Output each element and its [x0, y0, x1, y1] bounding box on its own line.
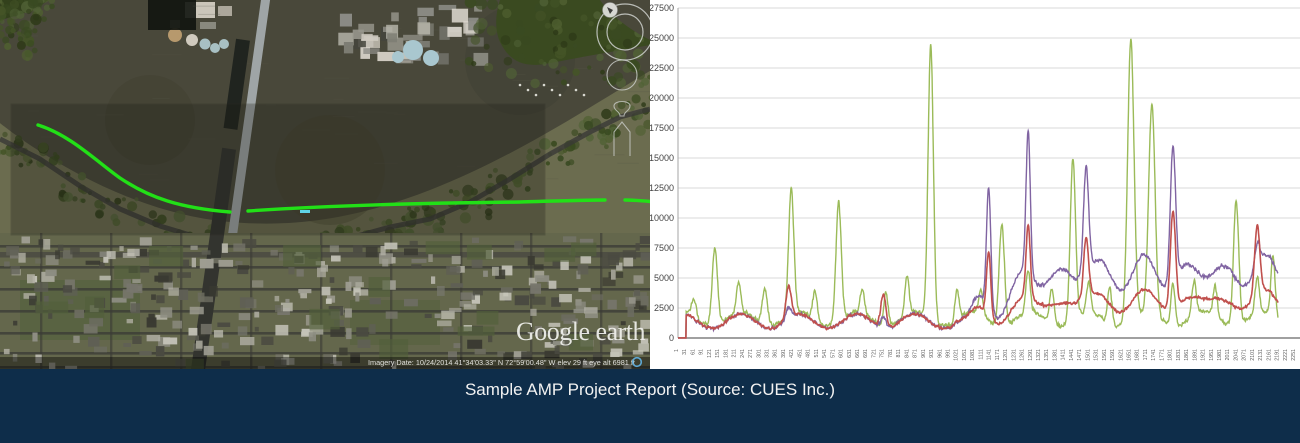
svg-text:2221: 2221 — [1283, 349, 1289, 361]
svg-text:1501: 1501 — [1085, 349, 1091, 361]
svg-text:691: 691 — [863, 349, 869, 358]
svg-text:27500: 27500 — [650, 3, 674, 13]
svg-text:5000: 5000 — [654, 273, 674, 283]
svg-text:1561: 1561 — [1102, 349, 1108, 361]
svg-text:1741: 1741 — [1151, 349, 1157, 361]
svg-text:1111: 1111 — [978, 349, 984, 360]
svg-text:841: 841 — [904, 349, 910, 358]
svg-text:1471: 1471 — [1077, 349, 1083, 361]
svg-text:1291: 1291 — [1028, 349, 1034, 361]
svg-text:1: 1 — [674, 349, 680, 352]
svg-text:811: 811 — [896, 349, 902, 357]
svg-text:17500: 17500 — [650, 123, 674, 133]
svg-text:1831: 1831 — [1176, 349, 1182, 361]
svg-text:901: 901 — [921, 349, 927, 358]
svg-text:721: 721 — [872, 349, 878, 358]
svg-text:15000: 15000 — [650, 153, 674, 163]
svg-text:61: 61 — [691, 349, 697, 355]
svg-text:451: 451 — [797, 349, 803, 358]
svg-text:1891: 1891 — [1192, 349, 1198, 361]
svg-text:2161: 2161 — [1266, 349, 1272, 361]
svg-text:31: 31 — [682, 349, 688, 355]
svg-text:751: 751 — [880, 349, 886, 358]
svg-text:1351: 1351 — [1044, 349, 1050, 361]
svg-text:1771: 1771 — [1159, 349, 1165, 361]
svg-text:781: 781 — [888, 349, 894, 358]
svg-text:181: 181 — [723, 349, 729, 358]
svg-text:Google earth: Google earth — [516, 317, 646, 346]
svg-text:2500: 2500 — [654, 303, 674, 313]
svg-text:301: 301 — [756, 349, 762, 358]
svg-text:1201: 1201 — [1003, 349, 1009, 361]
svg-text:1681: 1681 — [1135, 349, 1141, 361]
svg-text:991: 991 — [946, 349, 952, 358]
svg-text:361: 361 — [773, 349, 779, 358]
svg-text:1381: 1381 — [1053, 349, 1059, 361]
svg-text:25000: 25000 — [650, 33, 674, 43]
svg-text:541: 541 — [822, 349, 828, 358]
svg-text:601: 601 — [839, 349, 845, 358]
svg-text:121: 121 — [707, 349, 713, 358]
svg-text:421: 421 — [789, 349, 795, 358]
svg-text:2191: 2191 — [1275, 349, 1281, 361]
svg-text:1651: 1651 — [1127, 349, 1133, 361]
svg-text:1981: 1981 — [1217, 349, 1223, 361]
svg-text:1021: 1021 — [954, 349, 960, 361]
svg-text:1141: 1141 — [987, 349, 993, 360]
svg-text:1411: 1411 — [1061, 349, 1067, 360]
svg-text:1621: 1621 — [1118, 349, 1124, 361]
svg-text:661: 661 — [855, 349, 861, 358]
svg-text:211: 211 — [732, 349, 738, 357]
svg-text:2131: 2131 — [1258, 349, 1264, 361]
svg-text:571: 571 — [830, 349, 836, 358]
svg-text:2251: 2251 — [1291, 349, 1297, 361]
svg-text:931: 931 — [929, 349, 935, 358]
svg-text:271: 271 — [748, 349, 754, 358]
svg-text:631: 631 — [847, 349, 853, 358]
svg-text:Imagery Date: 10/24/2014 41: Imagery Date: 10/24/2014 41°34'03.33" N … — [368, 358, 635, 367]
svg-text:22500: 22500 — [650, 63, 674, 73]
svg-text:1801: 1801 — [1168, 349, 1174, 361]
svg-text:1321: 1321 — [1036, 349, 1042, 361]
svg-text:1051: 1051 — [962, 349, 968, 361]
svg-text:20000: 20000 — [650, 93, 674, 103]
svg-text:1921: 1921 — [1201, 349, 1207, 361]
svg-text:0: 0 — [669, 333, 674, 343]
svg-text:1261: 1261 — [1020, 349, 1026, 361]
svg-text:10000: 10000 — [650, 213, 674, 223]
svg-text:1531: 1531 — [1094, 349, 1100, 361]
svg-text:1861: 1861 — [1184, 349, 1190, 361]
svg-text:2041: 2041 — [1234, 349, 1240, 361]
svg-text:12500: 12500 — [650, 183, 674, 193]
svg-text:1591: 1591 — [1110, 349, 1116, 361]
svg-text:241: 241 — [740, 349, 746, 358]
svg-text:481: 481 — [806, 349, 812, 358]
svg-text:1231: 1231 — [1011, 349, 1017, 361]
svg-text:871: 871 — [913, 349, 919, 358]
svg-text:91: 91 — [699, 349, 705, 355]
svg-text:1171: 1171 — [995, 349, 1001, 360]
svg-text:2071: 2071 — [1242, 349, 1248, 361]
svg-text:151: 151 — [715, 349, 721, 358]
svg-text:961: 961 — [937, 349, 943, 358]
svg-text:2101: 2101 — [1250, 349, 1256, 361]
svg-text:391: 391 — [781, 349, 787, 358]
svg-text:1081: 1081 — [970, 349, 976, 361]
svg-text:511: 511 — [814, 349, 820, 357]
svg-text:1951: 1951 — [1209, 349, 1215, 361]
svg-text:7500: 7500 — [654, 243, 674, 253]
svg-text:2011: 2011 — [1225, 349, 1231, 360]
svg-text:1441: 1441 — [1069, 349, 1075, 361]
svg-text:1711: 1711 — [1143, 349, 1149, 360]
svg-text:331: 331 — [765, 349, 771, 358]
